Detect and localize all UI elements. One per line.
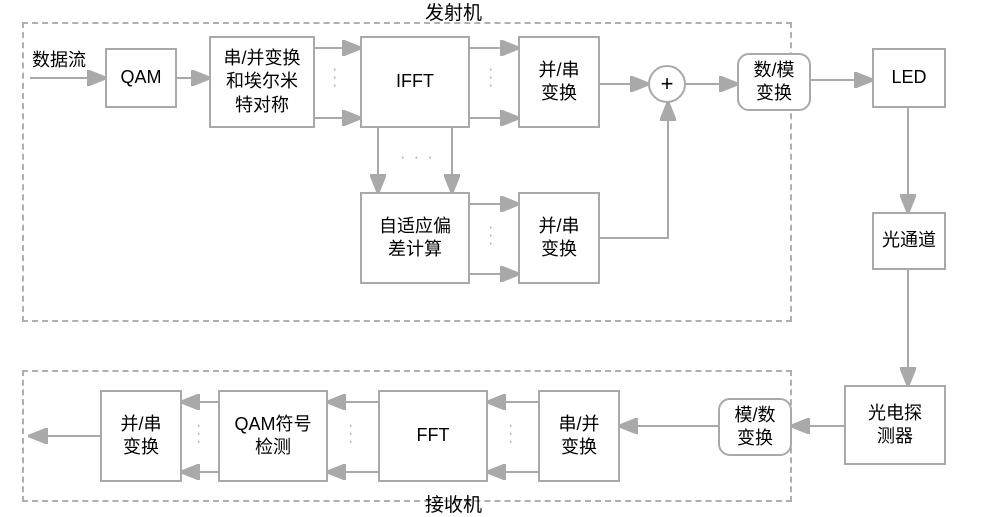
ps1-block: 并/串 变换 (518, 36, 600, 128)
data-stream-label: 数据流 (32, 46, 86, 72)
fft-text: FFT (417, 424, 450, 447)
sp-herm-text: 串/并变换 和埃尔米 特对称 (223, 47, 300, 117)
ps1-text: 并/串 变换 (538, 59, 579, 106)
led-block: LED (872, 48, 946, 108)
ifft-block: IFFT (360, 36, 470, 128)
optical-channel-block: 光通道 (872, 212, 946, 270)
led-text: LED (891, 66, 926, 89)
dots-2 (488, 66, 495, 90)
dots-1 (332, 66, 339, 90)
photodetector-block: 光电探 测器 (844, 385, 946, 465)
dots-5 (508, 422, 515, 446)
adc-text: 模/数 变换 (734, 404, 775, 451)
ps2-block: 并/串 变换 (518, 192, 600, 284)
ps3-text: 并/串 变换 (120, 413, 161, 460)
sp2-block: 串/并 变换 (538, 390, 620, 482)
dac-block: 数/模 变换 (737, 53, 811, 111)
fft-block: FFT (378, 390, 488, 482)
dots-6 (348, 422, 355, 446)
sum-text: + (661, 70, 674, 99)
ifft-text: IFFT (396, 70, 434, 93)
qam-text: QAM (120, 66, 161, 89)
adaptive-bias-block: 自适应偏 差计算 (360, 192, 470, 284)
dac-text: 数/模 变换 (753, 59, 794, 106)
transmitter-label: 发射机 (425, 0, 482, 25)
dots-7 (196, 422, 203, 446)
adc-block: 模/数 变换 (718, 398, 792, 456)
sum-block: + (648, 65, 686, 103)
qam-detect-block: QAM符号 检测 (218, 390, 328, 482)
sp2-text: 串/并 变换 (558, 413, 599, 460)
adapt-text: 自适应偏 差计算 (379, 215, 451, 262)
ps2-text: 并/串 变换 (538, 215, 579, 262)
qam-block: QAM (105, 48, 177, 108)
pd-text: 光电探 测器 (868, 402, 922, 449)
diagram-root: 发射机 接收机 数据流 QAM 串/并变换 和埃尔米 特对称 IFFT 并/串 … (0, 0, 1000, 513)
ps3-block: 并/串 变换 (100, 390, 182, 482)
sp-hermitian-block: 串/并变换 和埃尔米 特对称 (209, 36, 315, 128)
qamdet-text: QAM符号 检测 (234, 413, 311, 460)
dots-4 (488, 224, 495, 248)
optch-text: 光通道 (882, 229, 936, 252)
dots-3 (400, 154, 435, 162)
